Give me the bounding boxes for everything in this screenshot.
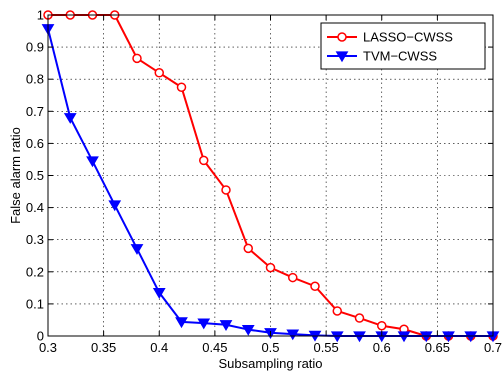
- legend-item: LASSO−CWSS: [327, 30, 453, 45]
- data-point: [397, 331, 411, 343]
- data-point: [330, 331, 344, 343]
- data-point: [353, 331, 366, 343]
- data-point: [197, 318, 211, 330]
- y-tick-label: 0.3: [26, 232, 44, 247]
- data-point: [265, 262, 276, 273]
- data-point: [199, 155, 209, 166]
- y-tick-label: 0.9: [26, 40, 44, 55]
- x-tick-label: 0.5: [261, 340, 279, 355]
- data-point: [464, 331, 478, 343]
- data-point: [288, 272, 298, 283]
- data-point: [152, 288, 166, 299]
- x-tick-label: 0.65: [425, 340, 450, 355]
- y-tick-label: 0.6: [26, 136, 44, 151]
- x-axis-label: Subsampling ratio: [218, 356, 322, 371]
- data-point: [176, 82, 187, 92]
- legend-label: TVM−CWSS: [363, 49, 437, 64]
- y-tick-label: 0.5: [26, 168, 44, 183]
- data-point: [243, 243, 253, 254]
- y-tick-label: 0.1: [26, 296, 44, 311]
- data-point: [130, 244, 144, 255]
- data-point: [377, 320, 387, 331]
- x-tick-label: 0.35: [91, 340, 116, 355]
- data-point: [442, 331, 455, 343]
- data-point: [310, 281, 320, 291]
- data-point: [354, 313, 365, 323]
- data-point: [154, 68, 164, 78]
- data-point: [175, 317, 188, 329]
- data-point: [221, 185, 231, 195]
- y-tick-label: 1: [37, 8, 44, 23]
- legend-box: [320, 22, 486, 70]
- data-point: [86, 156, 99, 168]
- x-tick-label: 0.4: [150, 340, 168, 355]
- x-tick-label: 0.45: [202, 340, 227, 355]
- x-tick-label: 0.55: [313, 340, 338, 355]
- x-tick-label: 0.6: [373, 340, 391, 355]
- data-point: [241, 324, 255, 336]
- y-tick-label: 0.4: [26, 200, 44, 215]
- legend-item: TVM−CWSS: [327, 49, 437, 64]
- x-tick-label: 0.7: [484, 340, 502, 355]
- legend-label: LASSO−CWSS: [363, 30, 453, 45]
- data-point: [419, 331, 433, 343]
- y-tick-label: 0: [37, 329, 44, 344]
- legend-marker: [337, 32, 347, 42]
- data-point: [132, 53, 142, 64]
- data-point: [108, 200, 122, 212]
- y-tick-label: 0.2: [26, 264, 44, 279]
- y-tick-label: 0.8: [26, 72, 44, 87]
- data-point: [286, 329, 300, 341]
- axis-ticks: 0.3 0.35 0.4 0.45 0.5 0.55 0.6 0.65 0.7 0 0.1 0.2 0.…: [26, 8, 502, 356]
- legend-marker: [335, 51, 349, 63]
- y-axis-label: False alarm ratio: [8, 127, 23, 224]
- x-tick-label: 0.3: [39, 340, 57, 355]
- y-tick-label: 0.7: [26, 104, 44, 119]
- legend: LASSO−CWSS TVM−CWSS: [320, 22, 486, 70]
- data-point: [219, 320, 233, 331]
- data-point: [332, 306, 342, 316]
- series-1: [43, 10, 498, 341]
- data-point: [63, 113, 77, 124]
